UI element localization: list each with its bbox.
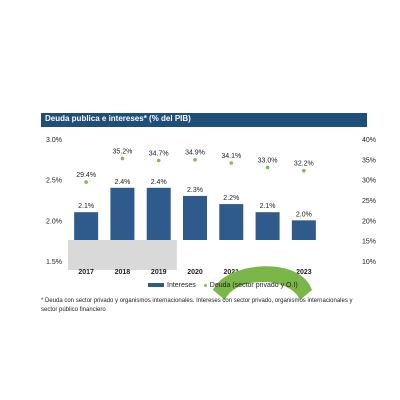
bar-data-label: 2.0%: [296, 211, 312, 218]
bar-data-label: 2.1%: [260, 203, 276, 210]
dot-deuda: [120, 156, 125, 161]
dot-deuda: [156, 158, 161, 163]
y-right-tick-label: 10%: [362, 259, 376, 266]
legend: Intereses Deuda (sector privado y O.I): [148, 282, 298, 289]
bar-intereses: [74, 212, 99, 240]
footnote: * Deuda con sector privado y organismos …: [41, 298, 353, 313]
bar-data-label: 2.3%: [187, 187, 203, 194]
bar-intereses: [183, 195, 207, 240]
x-tick-label: 2020: [187, 269, 203, 276]
bar-data-label: 2.1%: [78, 203, 94, 210]
y-right-tick-label: 20%: [362, 218, 376, 225]
bar-intereses: [146, 187, 171, 240]
bar-intereses: [291, 220, 316, 240]
y-left-tick-label: 2.5%: [46, 178, 62, 185]
x-tick-label: 2023: [296, 269, 312, 276]
y-right-tick-label: 30%: [362, 178, 376, 185]
bar-data-label: 2.4%: [151, 179, 167, 186]
y-right-tick-label: 35%: [362, 157, 376, 164]
x-tick-label: 2017: [78, 269, 94, 276]
y-right-tick-label: 40%: [362, 137, 376, 144]
dot-data-label: 35.2%: [112, 149, 132, 156]
y-right-tick-label: 25%: [362, 198, 376, 205]
dot-data-label: 34.7%: [149, 151, 169, 158]
bar-data-label: 2.2%: [223, 195, 239, 202]
dot-deuda: [229, 161, 234, 165]
x-tick-label: 2019: [151, 269, 167, 276]
legend-swatch-intereses: [148, 283, 164, 288]
dot-data-label: 32.2%: [294, 161, 314, 168]
bar-intereses: [110, 187, 135, 240]
dot-deuda: [265, 165, 270, 170]
y-left-tick-label: 2.0%: [46, 218, 62, 225]
legend-label-deuda: Deuda (sector privado y O.I): [209, 282, 298, 289]
chart-title-bar: [41, 113, 367, 127]
dot-data-label: 34.1%: [221, 153, 241, 160]
y-left-tick-label: 1.5%: [46, 259, 62, 266]
y-right-tick-label: 15%: [362, 239, 376, 246]
legend-label-intereses: Intereses: [167, 282, 196, 289]
green-arc-overlay: [213, 266, 312, 300]
dot-data-label: 33.0%: [258, 157, 278, 164]
bar-data-label: 2.4%: [114, 179, 130, 186]
legend-swatch-deuda: [203, 283, 207, 287]
dot-data-label: 34.9%: [185, 150, 205, 157]
chart-title: Deuda publica e intereses* (% del PIB): [45, 114, 191, 123]
dot-deuda: [193, 157, 197, 162]
bar-intereses: [255, 212, 280, 240]
x-tick-label: 2018: [115, 269, 131, 276]
dot-deuda: [84, 180, 88, 184]
bar-intereses: [219, 204, 244, 240]
x-tick-label: 2021: [223, 269, 239, 276]
dot-data-label: 29.4%: [76, 172, 96, 179]
highlight-band: [68, 240, 177, 270]
dot-deuda: [302, 168, 306, 173]
y-left-tick-label: 3.0%: [46, 137, 62, 144]
